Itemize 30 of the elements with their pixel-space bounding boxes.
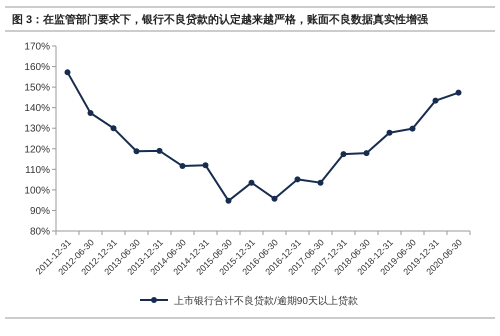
point bbox=[386, 130, 392, 136]
point bbox=[248, 180, 254, 186]
point bbox=[110, 125, 116, 132]
point bbox=[432, 98, 438, 104]
y-tick-label: 80% bbox=[30, 226, 50, 238]
point bbox=[318, 180, 324, 186]
point bbox=[364, 150, 370, 156]
point bbox=[340, 151, 346, 158]
y-tick-label: 170% bbox=[24, 42, 50, 52]
point bbox=[272, 196, 278, 202]
y-tick-label: 140% bbox=[24, 103, 50, 114]
point bbox=[134, 148, 140, 154]
y-tick-label: 90% bbox=[30, 206, 50, 217]
y-tick-label: 130% bbox=[24, 124, 50, 135]
point bbox=[410, 126, 416, 132]
point bbox=[202, 162, 208, 168]
point bbox=[88, 110, 94, 116]
y-tick-label: 120% bbox=[24, 144, 50, 156]
point bbox=[226, 198, 232, 204]
legend-label: 上市银行合计不良贷款/逾期90天以上贷款 bbox=[174, 295, 358, 307]
point bbox=[180, 163, 186, 170]
chart-title: 图 3：在监管部门要求下，银行不良贷款的认定越来越严格，账面不良数据真实性增强 bbox=[12, 13, 430, 26]
y-tick-label: 150% bbox=[24, 82, 50, 94]
y-tick-label: 110% bbox=[25, 164, 50, 176]
point bbox=[156, 148, 162, 154]
point bbox=[294, 176, 300, 182]
y-tick-label: 160% bbox=[24, 62, 50, 74]
point bbox=[64, 69, 70, 76]
y-tick-label: 100% bbox=[24, 185, 50, 196]
point bbox=[456, 90, 462, 96]
